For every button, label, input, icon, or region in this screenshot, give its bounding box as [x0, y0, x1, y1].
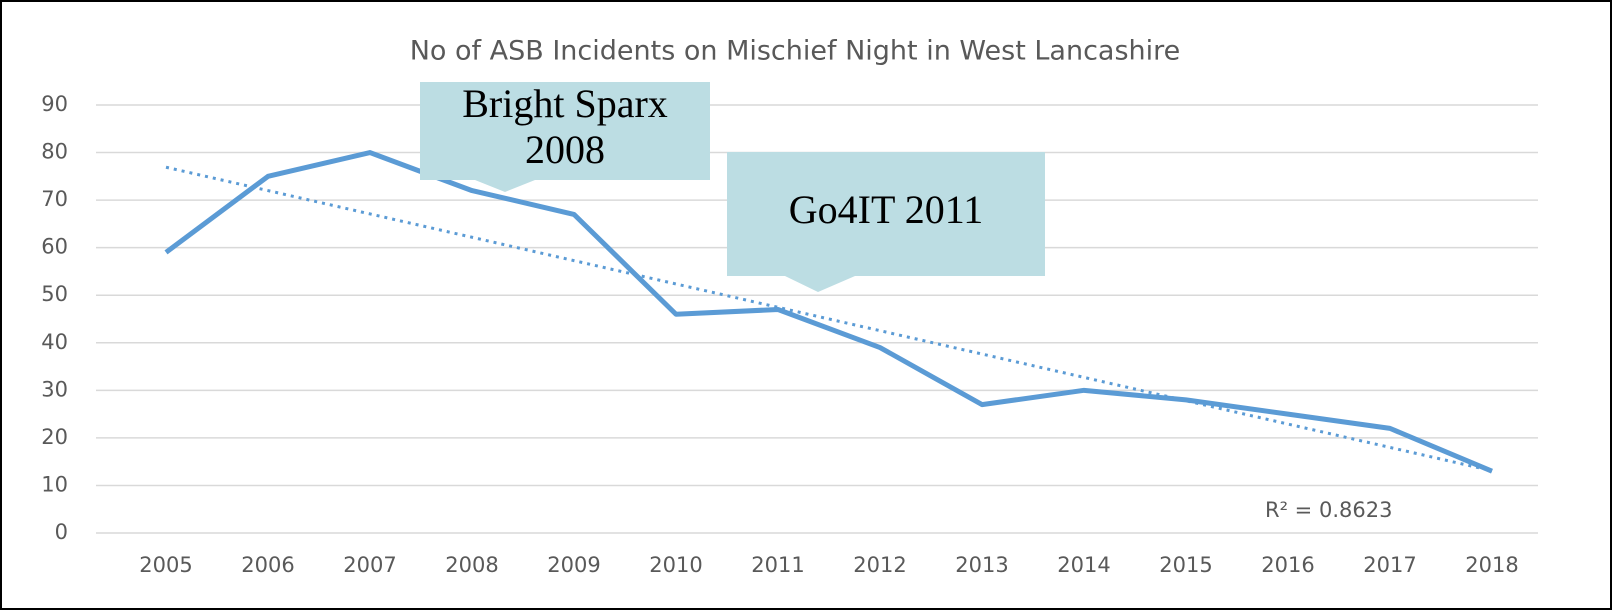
callout-box: [420, 82, 710, 192]
y-tick-label: 20: [41, 425, 68, 449]
x-tick-label: 2006: [241, 553, 294, 577]
callout-text: Bright Sparx: [462, 81, 668, 126]
y-tick-label: 60: [41, 235, 68, 259]
data-line: [164, 150, 1493, 474]
x-tick-label: 2011: [751, 553, 804, 577]
x-tick-label: 2014: [1057, 553, 1110, 577]
x-tick-label: 2013: [955, 553, 1008, 577]
x-tick-label: 2009: [547, 553, 600, 577]
y-tick-label: 90: [41, 92, 68, 116]
callout-text: Go4IT 2011: [789, 187, 983, 232]
y-tick-label: 50: [41, 282, 68, 306]
y-tick-label: 70: [41, 187, 68, 211]
x-tick-label: 2018: [1465, 553, 1518, 577]
y-tick-label: 30: [41, 377, 68, 401]
x-tick-label: 2017: [1363, 553, 1416, 577]
callout-box: [727, 152, 1045, 292]
x-tick-label: 2007: [343, 553, 396, 577]
y-tick-label: 40: [41, 330, 68, 354]
x-tick-label: 2010: [649, 553, 702, 577]
x-tick-label: 2015: [1159, 553, 1212, 577]
x-tick-label: 2008: [445, 553, 498, 577]
callout-text: 2008: [525, 127, 605, 172]
y-tick-label: 0: [55, 520, 68, 544]
trendline: [165, 165, 1493, 473]
y-tick-label: 10: [41, 472, 68, 496]
y-tick-label: 80: [41, 140, 68, 164]
trendline-label: R² = 0.8623: [1265, 498, 1392, 522]
x-tick-label: 2012: [853, 553, 906, 577]
x-tick-label: 2016: [1261, 553, 1314, 577]
callout: Go4IT 2011: [727, 152, 1045, 292]
x-tick-label: 2005: [139, 553, 192, 577]
chart-title: No of ASB Incidents on Mischief Night in…: [410, 36, 1181, 67]
